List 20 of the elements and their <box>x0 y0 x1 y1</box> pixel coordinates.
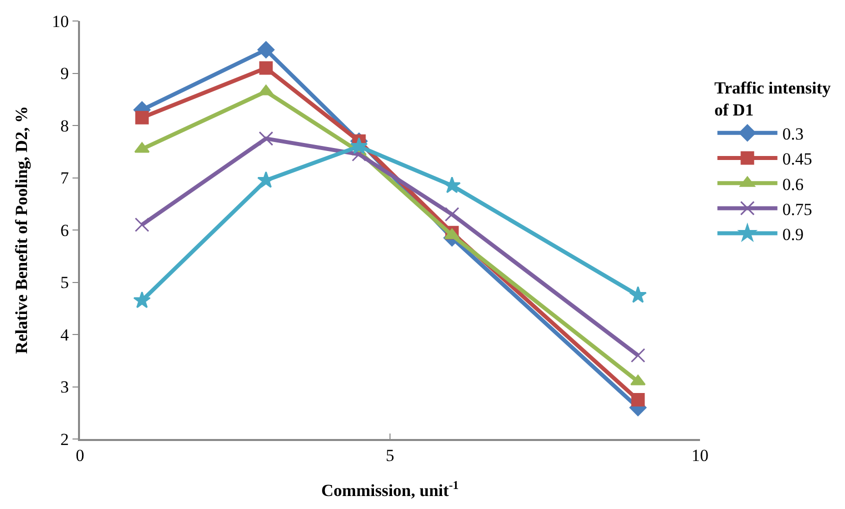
legend-label: 0.45 <box>782 150 812 169</box>
legend-label: 0.75 <box>782 200 812 219</box>
y-tick-label: 10 <box>52 12 69 31</box>
x-tick-label: 5 <box>386 446 394 466</box>
x-tick-label: 10 <box>692 446 708 466</box>
legend-label: 0.9 <box>782 224 804 244</box>
legend-label: 0.6 <box>782 174 804 194</box>
y-tick-label: 7 <box>60 168 70 188</box>
y-tick-label: 3 <box>60 378 69 397</box>
y-tick-label: 2 <box>60 430 69 449</box>
y-tick-label: 8 <box>60 116 69 136</box>
legend-label: 0.3 <box>782 124 804 144</box>
y-axis-title: Relative Benefit of Pooling, D2, % <box>12 106 31 354</box>
x-axis-title: Commission, unit$^{-1}$ <box>321 478 459 500</box>
legend-title: Traffic intensity of D1 <box>714 78 832 120</box>
y-tick-label: 9 <box>60 64 69 84</box>
x-tick-label: 0 <box>76 446 84 466</box>
y-tick-label: 4 <box>60 325 70 344</box>
y-tick-label: 6 <box>60 220 69 240</box>
y-tick-label: 5 <box>60 273 69 292</box>
